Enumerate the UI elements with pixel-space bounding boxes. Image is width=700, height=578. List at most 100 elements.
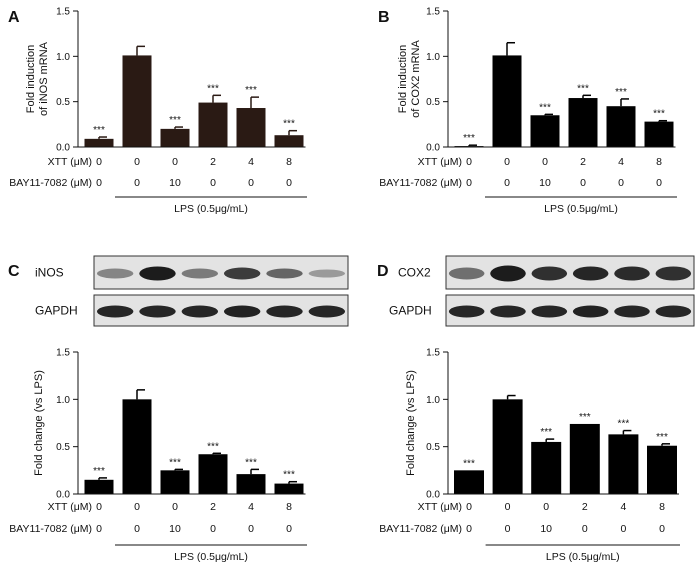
xtt-value: 0 <box>542 156 548 168</box>
xtt-value: 8 <box>659 501 665 513</box>
bar <box>492 55 522 147</box>
bay-value: 0 <box>134 523 140 535</box>
bar <box>122 399 152 494</box>
bay-value: 0 <box>656 177 662 189</box>
blot-band <box>448 305 485 318</box>
bar <box>198 102 228 147</box>
y-tick-label: 1.0 <box>56 395 70 406</box>
blot-band <box>655 305 692 318</box>
blot-band <box>96 268 134 279</box>
xtt-value: 2 <box>580 156 586 168</box>
blot-band <box>181 305 219 318</box>
blot-band <box>531 266 568 281</box>
y-tick-label: 1.5 <box>56 348 70 359</box>
bay-value: 0 <box>504 177 510 189</box>
blot-frame <box>93 294 349 327</box>
significance-label: *** <box>463 458 475 469</box>
y-tick-label: 0.0 <box>426 490 440 501</box>
bar <box>454 470 484 494</box>
bay-value: 0 <box>618 177 624 189</box>
lps-label: LPS (0.5μg/mL) <box>546 551 620 563</box>
y-tick-label: 0.5 <box>426 97 440 108</box>
bar <box>492 399 523 494</box>
bay-value: 0 <box>505 523 511 535</box>
blot-band <box>266 268 303 279</box>
blot-band <box>531 305 568 318</box>
bay-value: 0 <box>620 523 626 535</box>
xtt-value: 0 <box>543 501 549 513</box>
significance-label: *** <box>577 83 589 94</box>
significance-label: *** <box>463 133 475 144</box>
xtt-value: 0 <box>466 156 472 168</box>
significance-label: *** <box>539 102 551 113</box>
blot-band <box>308 305 346 318</box>
xtt-value: 0 <box>504 156 510 168</box>
blot-band <box>572 266 609 281</box>
blot-band <box>655 266 692 281</box>
bay-value: 0 <box>210 177 216 189</box>
y-tick-label: 0.0 <box>56 143 70 154</box>
significance-label: *** <box>169 115 181 126</box>
blot-label: COX2 <box>398 266 431 280</box>
xtt-value: 2 <box>210 501 216 513</box>
xtt-row-label: XTT (μM) <box>48 156 92 168</box>
panel-letter: A <box>8 9 20 26</box>
bar <box>122 55 152 147</box>
xtt-value: 2 <box>582 501 588 513</box>
blot-gapdh-left: GAPDH <box>35 294 349 327</box>
bar <box>530 115 560 147</box>
y-tick-label: 1.0 <box>426 395 440 406</box>
bay-row-label: BAY11-7082 (μM) <box>9 177 92 189</box>
bar <box>84 138 114 147</box>
y-tick-label: 0.5 <box>56 97 70 108</box>
chart-panel-b: B 0.0 0.5 1.0 1.5 Fold induction of COX2 mRNA *… <box>378 7 677 215</box>
blot-band <box>266 305 303 318</box>
chart-panel-d: D 0.0 0.5 1.0 1.5 Fold change (vs LPS) *** *** *… <box>377 263 680 563</box>
bar <box>569 423 600 494</box>
blot-band <box>96 305 134 318</box>
bay-value: 0 <box>582 523 588 535</box>
bay-value: 10 <box>540 523 552 535</box>
bay-row-label: BAY11-7082 (μM) <box>379 523 462 535</box>
blot-band <box>223 267 261 280</box>
bar <box>84 479 114 494</box>
xtt-value: 4 <box>620 501 626 513</box>
xtt-value: 8 <box>286 501 292 513</box>
y-tick-label: 1.5 <box>56 7 70 18</box>
y-tick-label: 1.5 <box>426 348 440 359</box>
bar <box>274 483 304 494</box>
xtt-value: 0 <box>134 501 140 513</box>
bay-row-label: BAY11-7082 (μM) <box>9 523 92 535</box>
bay-value: 0 <box>248 523 254 535</box>
bay-value: 0 <box>580 177 586 189</box>
significance-label: *** <box>618 419 630 430</box>
bay-value: 10 <box>169 177 181 189</box>
blot-band <box>572 305 609 318</box>
chart-panel-c: C 0.0 0.5 1.0 1.5 Fold change (vs LPS) *** *** *… <box>8 263 307 563</box>
blot-inos: iNOS <box>35 255 349 290</box>
bay-value: 0 <box>659 523 665 535</box>
significance-label: *** <box>93 466 105 477</box>
bay-value: 0 <box>286 177 292 189</box>
xtt-value: 0 <box>466 501 472 513</box>
blot-band <box>139 266 176 281</box>
significance-label: *** <box>207 83 219 94</box>
blot-band <box>139 305 176 318</box>
blot-band <box>181 268 219 279</box>
blot-cox2: COX2 <box>398 255 695 290</box>
significance-label: *** <box>540 427 552 438</box>
significance-label: *** <box>283 119 295 130</box>
panel-letter: B <box>378 9 390 26</box>
xtt-value: 0 <box>96 501 102 513</box>
significance-label: *** <box>615 87 627 98</box>
xtt-row-label: XTT (μM) <box>418 156 462 168</box>
y-tick-label: 1.0 <box>426 52 440 63</box>
xtt-value: 8 <box>656 156 662 168</box>
blot-frame <box>445 294 695 327</box>
y-axis-label: Fold induction of iNOS mRNA <box>25 41 50 116</box>
bay-value: 0 <box>210 523 216 535</box>
xtt-value: 8 <box>286 156 292 168</box>
blot-band <box>614 266 650 281</box>
y-tick-label: 0.5 <box>56 442 70 453</box>
chart-panel-a: A 0.0 0.5 1.0 1.5 Fold induction of iNOS mRNA *… <box>8 7 307 215</box>
